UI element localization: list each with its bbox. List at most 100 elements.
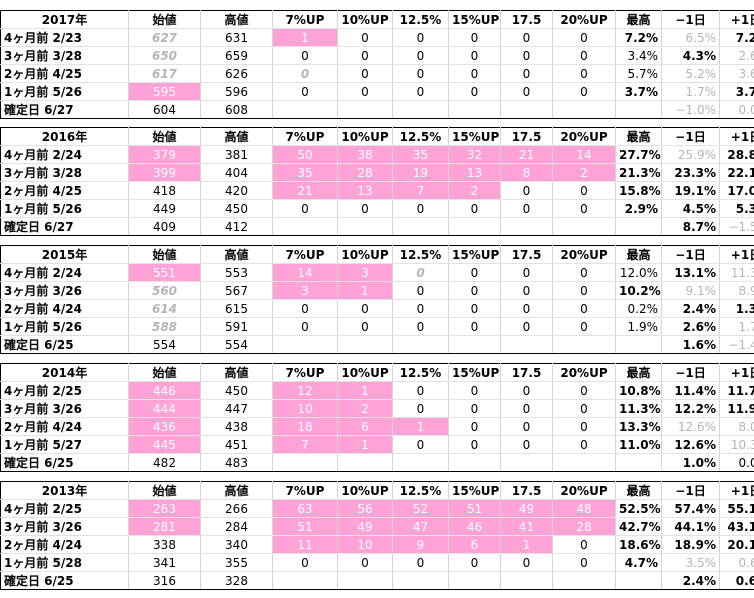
data-cell[interactable] [552,571,616,590]
data-cell[interactable]: 0 [552,263,616,282]
data-cell[interactable]: 0 [500,281,553,300]
row-label[interactable]: 1ヶ月前 5/27 [0,435,129,454]
data-cell[interactable]: 379 [128,145,201,164]
column-header[interactable]: 高値 [200,10,273,29]
data-cell[interactable]: 55.1% [719,499,754,518]
data-cell[interactable]: 41 [500,517,553,536]
data-cell[interactable]: 22.1% [719,163,754,182]
data-cell[interactable]: 2 [337,399,393,418]
data-cell[interactable]: 2.9% [615,199,662,218]
data-cell[interactable] [337,571,393,590]
data-cell[interactable]: 10 [337,535,393,554]
data-cell[interactable]: 0 [392,381,449,400]
row-label[interactable]: 4ヶ月前 2/24 [0,263,129,282]
data-cell[interactable] [272,335,338,354]
data-cell[interactable]: 6 [337,417,393,436]
data-cell[interactable] [500,217,553,236]
data-cell[interactable]: 52 [392,499,449,518]
data-cell[interactable]: 595 [128,82,201,101]
column-header[interactable]: +1日 [719,363,754,382]
data-cell[interactable]: 0 [392,46,449,65]
row-label[interactable]: 4ヶ月前 2/24 [0,145,129,164]
data-cell[interactable]: 6 [448,535,501,554]
data-cell[interactable]: 48 [552,499,616,518]
data-cell[interactable]: 1.7% [661,82,720,101]
data-cell[interactable]: 445 [128,435,201,454]
data-cell[interactable] [552,217,616,236]
data-cell[interactable] [272,571,338,590]
data-cell[interactable]: 284 [200,517,273,536]
data-cell[interactable]: 483 [200,453,273,472]
data-cell[interactable]: 446 [128,381,201,400]
data-cell[interactable]: 328 [200,571,273,590]
year-label[interactable]: 2015年 [0,245,129,264]
row-label[interactable]: 3ヶ月前 3/26 [0,281,129,300]
data-cell[interactable]: 23.3% [661,163,720,182]
data-cell[interactable]: 0 [500,263,553,282]
data-cell[interactable]: 0 [448,299,501,318]
data-cell[interactable]: 3.5% [661,553,720,572]
data-cell[interactable]: 21.3% [615,163,662,182]
data-cell[interactable]: 0 [500,435,553,454]
data-cell[interactable]: 553 [200,263,273,282]
data-cell[interactable] [615,335,662,354]
data-cell[interactable]: 32 [448,145,501,164]
data-cell[interactable]: 626 [200,64,273,83]
column-header[interactable]: 最高 [615,481,662,500]
data-cell[interactable]: 0 [272,317,338,336]
column-header[interactable]: +1日 [719,481,754,500]
data-cell[interactable]: 596 [200,82,273,101]
column-header[interactable]: 17.5 [500,481,553,500]
column-header[interactable]: 17.5 [500,127,553,146]
data-cell[interactable]: 0 [500,82,553,101]
column-header[interactable]: 10%UP [337,245,393,264]
data-cell[interactable] [615,217,662,236]
data-cell[interactable]: 0 [337,553,393,572]
data-cell[interactable]: 338 [128,535,201,554]
column-header[interactable]: 15%UP [448,245,501,264]
data-cell[interactable]: −1.0% [661,100,720,119]
row-label[interactable]: 4ヶ月前 2/25 [0,499,129,518]
data-cell[interactable] [337,453,393,472]
data-cell[interactable]: 412 [200,217,273,236]
data-cell[interactable]: 0 [552,82,616,101]
data-cell[interactable]: 316 [128,571,201,590]
column-header[interactable]: 20%UP [552,127,616,146]
row-label[interactable]: 4ヶ月前 2/25 [0,381,129,400]
column-header[interactable]: 10%UP [337,481,393,500]
data-cell[interactable]: 18.9% [661,535,720,554]
data-cell[interactable]: 0 [337,317,393,336]
data-cell[interactable]: 13 [337,181,393,200]
data-cell[interactable]: 11 [272,535,338,554]
year-label[interactable]: 2016年 [0,127,129,146]
data-cell[interactable]: 11.0% [615,435,662,454]
column-header[interactable]: 10%UP [337,10,393,29]
data-cell[interactable]: 12.6% [661,417,720,436]
data-cell[interactable]: 4.3% [661,46,720,65]
data-cell[interactable]: 3.6% [719,64,754,83]
data-cell[interactable]: 38 [337,145,393,164]
data-cell[interactable]: 659 [200,46,273,65]
data-cell[interactable]: 0 [448,199,501,218]
data-cell[interactable]: 0 [500,381,553,400]
column-header[interactable]: 15%UP [448,10,501,29]
data-cell[interactable]: 8.9% [719,281,754,300]
column-header[interactable]: +1日 [719,245,754,264]
data-cell[interactable]: 0 [500,553,553,572]
data-cell[interactable]: 0 [448,82,501,101]
row-label[interactable]: 確定日 6/25 [0,335,129,354]
data-cell[interactable]: 0 [552,28,616,47]
data-cell[interactable]: 10.8% [615,381,662,400]
column-header[interactable]: 7%UP [272,245,338,264]
data-cell[interactable] [552,100,616,119]
data-cell[interactable]: 21 [500,145,553,164]
column-header[interactable]: 7%UP [272,10,338,29]
data-cell[interactable]: 263 [128,499,201,518]
data-cell[interactable]: 631 [200,28,273,47]
data-cell[interactable]: 51 [448,499,501,518]
data-cell[interactable]: 1 [337,281,393,300]
row-label[interactable]: 2ヶ月前 4/25 [0,181,129,200]
data-cell[interactable]: 28.8% [719,145,754,164]
column-header[interactable]: 12.5% [392,127,449,146]
data-cell[interactable]: 281 [128,517,201,536]
